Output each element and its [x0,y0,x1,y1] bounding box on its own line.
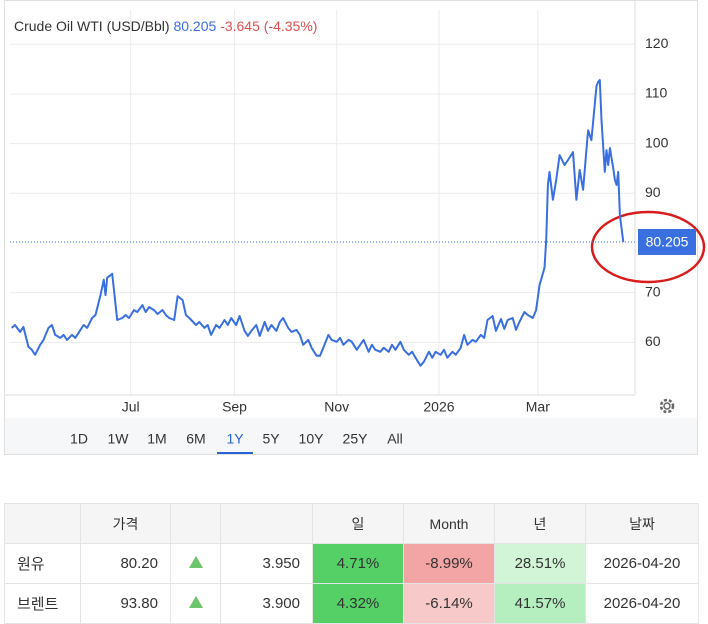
year-cell: 41.57% [494,583,586,624]
arrow-cell [170,583,221,624]
price-tag-label: 80.205 [646,234,689,250]
range-button[interactable]: 6M [186,431,205,447]
x-tick-label: Mar [526,399,550,415]
day-cell: 4.71% [312,543,404,584]
chart-frame [4,0,698,455]
change: -3.645 (-4.35%) [220,18,317,34]
up-arrow [188,556,203,568]
date-cell: 2026-04-20 [585,583,699,624]
settings-icon[interactable] [659,398,675,414]
y-tick-label: 100 [645,134,669,150]
chart: Crude Oil WTI (USD/Bbl) 80.205 -3.645 (-… [4,0,706,455]
range-button[interactable]: 1M [147,431,166,447]
price-tag [638,228,696,255]
range-button[interactable]: 25Y [343,431,369,447]
arrow-cell [170,543,221,584]
price-cell: 80.20 [80,543,171,584]
price-line [11,79,625,367]
highlight-annotation [590,210,706,284]
x-tick-label: Jul [122,399,140,415]
day-cell: 4.32% [312,583,404,624]
x-tick-label: Nov [324,399,349,415]
header-cell [170,503,221,544]
header-cell [220,503,313,544]
chart-title: Crude Oil WTI (USD/Bbl) [14,18,170,34]
month-cell: -8.99% [403,543,495,584]
up-arrow [188,596,203,608]
range-button[interactable]: 1Y [226,431,244,447]
header-cell: Month [403,503,495,544]
price: 80.205 [173,18,216,34]
change-cell: 3.900 [220,583,313,624]
range-button[interactable]: 1D [70,431,88,447]
y-tick-label: 70 [645,283,661,299]
header-cell: 날짜 [585,503,699,544]
y-tick-label: 110 [645,85,668,101]
title-line: Crude Oil WTI (USD/Bbl) 80.205 -3.645 (-… [14,18,317,34]
price-cell: 93.80 [80,583,171,624]
name-cell: 브렌트 [4,583,81,624]
header-cell: 가격 [80,503,171,544]
row: 브렌트 93.80 3.900 4.32% -6.14% 41.57% 2026… [4,583,699,624]
range-button[interactable]: 1W [108,431,130,447]
date-cell: 2026-04-20 [585,543,699,584]
gear-hub [663,402,671,410]
y-tick-label: 90 [645,184,661,200]
year-cell: 28.51% [494,543,586,584]
gear-teeth [659,398,675,414]
y-tick-label: 120 [645,35,669,51]
y-tick-label: 60 [645,333,661,349]
x-tick-label: Sep [222,399,247,415]
range-button[interactable]: 5Y [262,431,280,447]
row: 원유 80.20 3.950 4.71% -8.99% 28.51% 2026-… [4,543,699,584]
change-cell: 3.950 [220,543,313,584]
quote-table: 가격 일 Month 년 날짜 원유 80.20 3.950 4.71% -8.… [4,503,699,624]
range-button[interactable]: All [387,431,403,447]
month-cell: -6.14% [403,583,495,624]
header-cell [4,503,81,544]
header-cell: 년 [494,503,586,544]
range-bar [5,418,697,454]
range-button[interactable]: 10Y [299,431,325,447]
name-cell: 원유 [4,543,81,584]
x-tick-label: 2026 [423,399,454,415]
header-row: 가격 일 Month 년 날짜 [4,503,699,544]
header-cell: 일 [312,503,404,544]
